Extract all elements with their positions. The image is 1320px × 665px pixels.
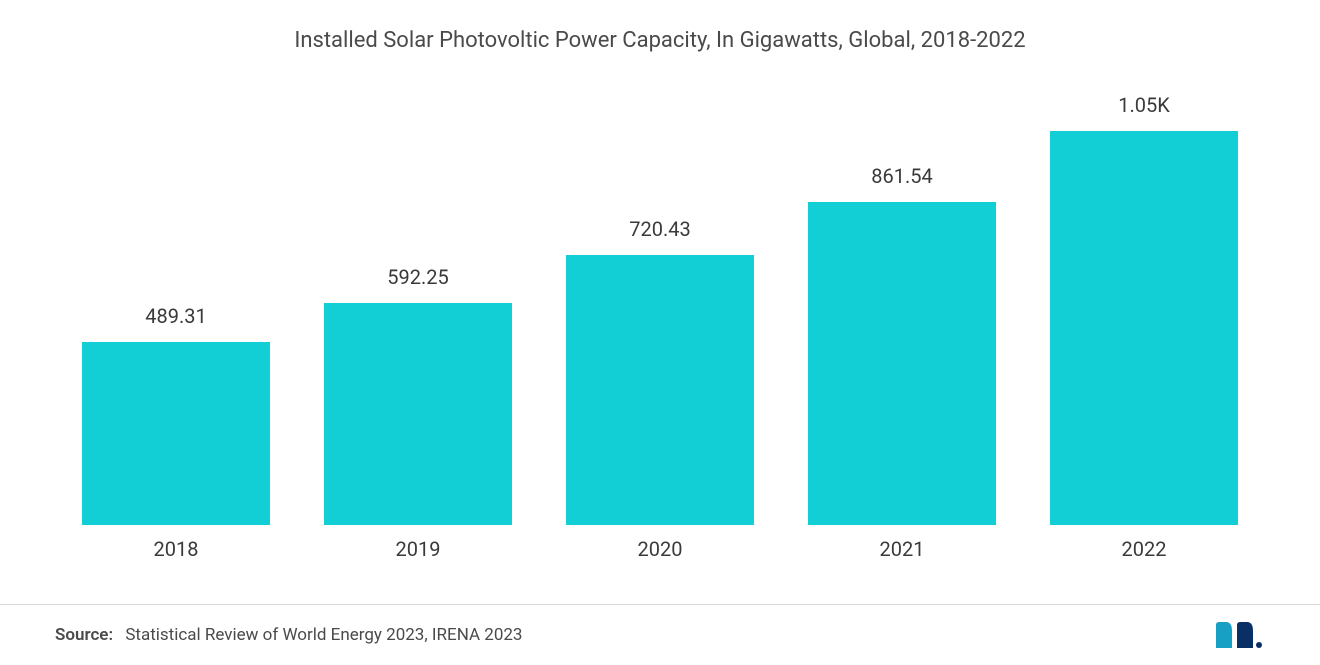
source-lead: Source:: [55, 625, 113, 645]
x-tick-2018: 2018: [55, 537, 297, 561]
bar-value-label: 592.25: [387, 265, 448, 289]
plot-area: 489.31 2018 592.25 2019 720.43 2020 861.…: [55, 75, 1265, 525]
x-tick-2022: 2022: [1023, 537, 1265, 561]
bar-group-2019: 592.25 2019: [297, 75, 539, 525]
x-tick-2020: 2020: [539, 537, 781, 561]
chart-container: Installed Solar Photovoltic Power Capaci…: [0, 0, 1320, 665]
bar-group-2020: 720.43 2020: [539, 75, 781, 525]
bar-2018: [82, 342, 271, 525]
bar-group-2018: 489.31 2018: [55, 75, 297, 525]
source-text: Statistical Review of World Energy 2023,…: [125, 625, 522, 645]
bar-group-2022: 1.05K 2022: [1023, 75, 1265, 525]
x-tick-2019: 2019: [297, 537, 539, 561]
x-tick-2021: 2021: [781, 537, 1023, 561]
chart-title: Installed Solar Photovoltic Power Capaci…: [0, 0, 1320, 63]
bar-value-label: 489.31: [145, 304, 206, 328]
source-line: Source: Statistical Review of World Ener…: [55, 625, 523, 645]
bar-value-label: 1.05K: [1118, 93, 1170, 117]
bar-2019: [324, 303, 513, 525]
logo-left-shape: [1216, 622, 1232, 648]
bar-value-label: 720.43: [629, 217, 690, 241]
bar-2021: [808, 202, 997, 525]
chart-footer: Source: Statistical Review of World Ener…: [0, 604, 1320, 665]
bar-group-2021: 861.54 2021: [781, 75, 1023, 525]
brand-logo-icon: [1213, 619, 1265, 651]
bar-2020: [566, 255, 755, 525]
bar-value-label: 861.54: [871, 164, 932, 188]
logo-dot: [1256, 642, 1262, 648]
bar-2022: [1050, 131, 1239, 525]
logo-right-shape: [1237, 622, 1253, 648]
